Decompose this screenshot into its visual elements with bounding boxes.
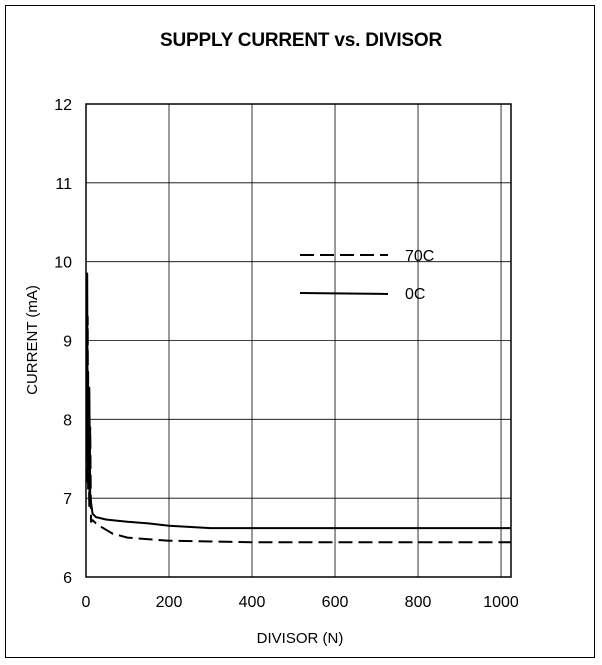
x-axis-label: DIVISOR (N) (257, 630, 344, 647)
y-tick-label: 6 (63, 570, 72, 587)
x-tick-label: 400 (239, 594, 266, 611)
y-tick-label: 7 (63, 491, 72, 508)
x-tick-label: 200 (156, 594, 183, 611)
legend-label-0c: 0C (405, 286, 425, 303)
y-tick-labels: 6 7 8 9 10 11 12 (54, 97, 72, 587)
x-tick-labels: 0 200 400 600 800 1000 (82, 594, 519, 611)
y-tick-label: 10 (54, 255, 72, 272)
chart-title: SUPPLY CURRENT vs. DIVISOR (160, 30, 442, 51)
x-tick-label: 0 (82, 594, 91, 611)
grid-lines (85, 103, 511, 578)
x-tick-label: 800 (405, 594, 432, 611)
x-tick-label: 600 (322, 594, 349, 611)
legend-label-70c: 70C (405, 248, 434, 265)
x-tick-label: 1000 (483, 594, 519, 611)
legend-swatch-0c (299, 292, 389, 295)
plot-area (85, 103, 512, 578)
y-tick-label: 8 (63, 412, 72, 429)
y-tick-label: 11 (55, 176, 72, 193)
y-axis-label: CURRENT (mA) (24, 285, 41, 395)
y-tick-label: 9 (63, 334, 72, 351)
series-line-70c (85, 315, 511, 544)
series-lines (85, 272, 511, 544)
y-tick-label: 12 (54, 97, 72, 114)
series-line-0c (85, 272, 511, 530)
chart-frame (5, 5, 595, 658)
legend: 70C 0C (299, 248, 434, 303)
